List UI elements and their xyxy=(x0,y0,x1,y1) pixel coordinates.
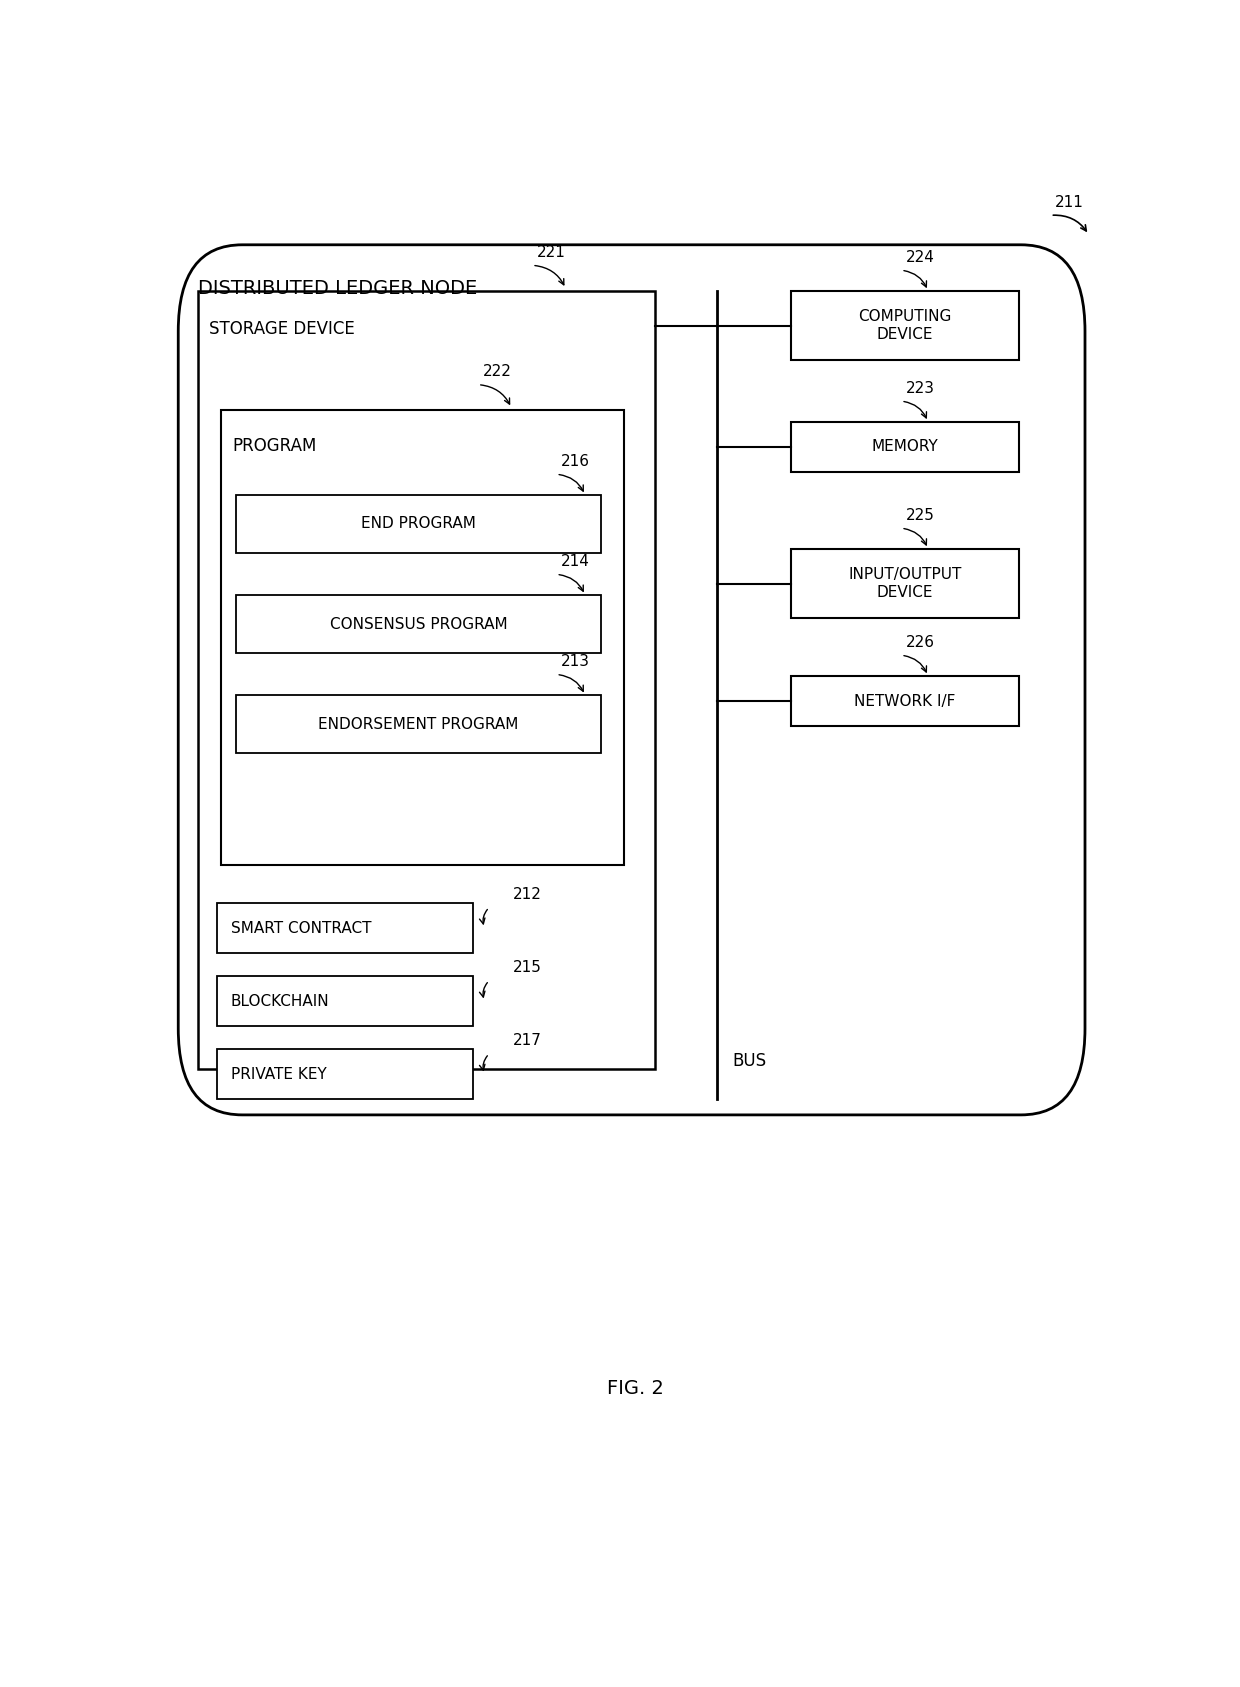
FancyBboxPatch shape xyxy=(237,596,600,653)
Text: 221: 221 xyxy=(537,245,565,260)
Text: COMPUTING
DEVICE: COMPUTING DEVICE xyxy=(858,309,951,342)
FancyBboxPatch shape xyxy=(237,494,600,553)
Text: 215: 215 xyxy=(513,960,542,975)
Text: PROGRAM: PROGRAM xyxy=(233,437,317,455)
Text: 224: 224 xyxy=(906,250,935,265)
Text: 211: 211 xyxy=(1055,196,1084,211)
Text: CONSENSUS PROGRAM: CONSENSUS PROGRAM xyxy=(330,616,507,631)
FancyBboxPatch shape xyxy=(791,422,1019,472)
FancyBboxPatch shape xyxy=(237,695,600,752)
Text: ENDORSEMENT PROGRAM: ENDORSEMENT PROGRAM xyxy=(319,717,518,732)
Text: 226: 226 xyxy=(906,634,935,649)
Text: 217: 217 xyxy=(513,1034,542,1049)
Text: BUS: BUS xyxy=(733,1053,766,1070)
FancyBboxPatch shape xyxy=(217,1049,472,1100)
Text: STORAGE DEVICE: STORAGE DEVICE xyxy=(210,321,355,339)
Text: 213: 213 xyxy=(560,655,590,670)
Text: MEMORY: MEMORY xyxy=(872,439,939,454)
Text: SMART CONTRACT: SMART CONTRACT xyxy=(231,921,372,936)
Text: 212: 212 xyxy=(513,887,542,903)
FancyBboxPatch shape xyxy=(179,245,1085,1115)
FancyBboxPatch shape xyxy=(221,410,624,865)
FancyBboxPatch shape xyxy=(197,290,655,1068)
FancyBboxPatch shape xyxy=(217,977,472,1026)
Text: 225: 225 xyxy=(906,508,935,523)
FancyBboxPatch shape xyxy=(791,548,1019,617)
FancyBboxPatch shape xyxy=(791,676,1019,725)
Text: BLOCKCHAIN: BLOCKCHAIN xyxy=(231,994,330,1009)
Text: NETWORK I/F: NETWORK I/F xyxy=(854,693,956,709)
Text: 222: 222 xyxy=(482,364,512,380)
FancyBboxPatch shape xyxy=(791,290,1019,361)
Text: DISTRIBUTED LEDGER NODE: DISTRIBUTED LEDGER NODE xyxy=(197,280,477,299)
Text: FIG. 2: FIG. 2 xyxy=(608,1378,663,1399)
Text: 223: 223 xyxy=(906,381,935,396)
Text: PRIVATE KEY: PRIVATE KEY xyxy=(231,1066,326,1081)
Text: INPUT/OUTPUT
DEVICE: INPUT/OUTPUT DEVICE xyxy=(848,567,961,601)
Text: END PROGRAM: END PROGRAM xyxy=(361,516,476,531)
Text: 216: 216 xyxy=(560,454,590,469)
Text: 214: 214 xyxy=(560,553,590,569)
FancyBboxPatch shape xyxy=(217,903,472,953)
